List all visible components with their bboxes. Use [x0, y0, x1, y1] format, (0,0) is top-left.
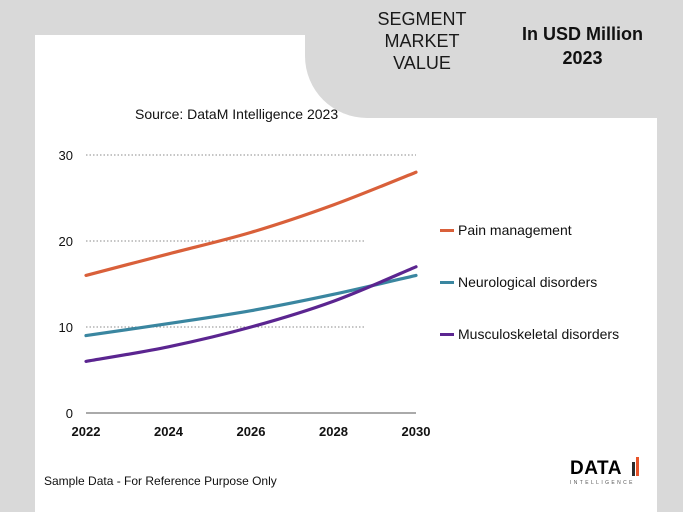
unit-label: In USD Million 2023 [500, 22, 665, 70]
y-tick-label-0: 0 [66, 406, 73, 421]
legend-swatch-neurological-disorders [440, 280, 454, 284]
segment-title-line-2: MARKET [384, 31, 460, 51]
source-text: Source: DataM Intelligence 2023 [135, 106, 339, 122]
segment-title-line-1: SEGMENT [377, 9, 467, 29]
logo-subtext: INTELLIGENCE [570, 480, 635, 486]
legend-swatch-pain-management [440, 228, 454, 232]
sample-data-note: Sample Data - For Reference Purpose Only [44, 474, 277, 488]
y-tick-label-10: 10 [59, 320, 73, 335]
legend-label-neurological-disorders: Neurological disorders [458, 274, 598, 290]
logo-bar-1 [632, 462, 635, 476]
x-tick-label-2030: 2030 [402, 424, 431, 439]
logo-text: DATA [570, 458, 622, 478]
unit-label-line-1: In USD Million [522, 24, 643, 44]
segment-title-line-3: VALUE [393, 53, 451, 73]
legend-swatch-musculoskeletal-disorders [440, 332, 454, 336]
datam-logo: DATA INTELLIGENCE [570, 452, 642, 490]
x-tick-label-2022: 2022 [72, 424, 101, 439]
y-tick-label-20: 20 [59, 234, 73, 249]
legend-label-musculoskeletal-disorders: Musculoskeletal disorders [458, 326, 620, 342]
x-tick-label-2026: 2026 [237, 424, 266, 439]
legend-item-musculoskeletal-disorders: Musculoskeletal disorders [440, 326, 619, 342]
legend-label-pain-management: Pain management [458, 222, 572, 238]
x-tick-label-2028: 2028 [319, 424, 348, 439]
legend-item-neurological-disorders: Neurological disorders [440, 274, 597, 290]
logo-bar-2 [636, 457, 639, 476]
segment-title: SEGMENT MARKET VALUE [352, 8, 492, 74]
unit-label-line-2: 2023 [562, 48, 603, 68]
y-tick-label-30: 30 [59, 148, 73, 163]
x-tick-label-2024: 2024 [154, 424, 184, 439]
header-tab [305, 0, 665, 118]
series-line-neurological-disorders [84, 273, 418, 338]
logo-mark: DATA [570, 457, 639, 479]
series-line-musculoskeletal-disorders [84, 265, 418, 363]
legend-item-pain-management: Pain management [440, 222, 572, 238]
series-line-pain-management [84, 170, 418, 277]
